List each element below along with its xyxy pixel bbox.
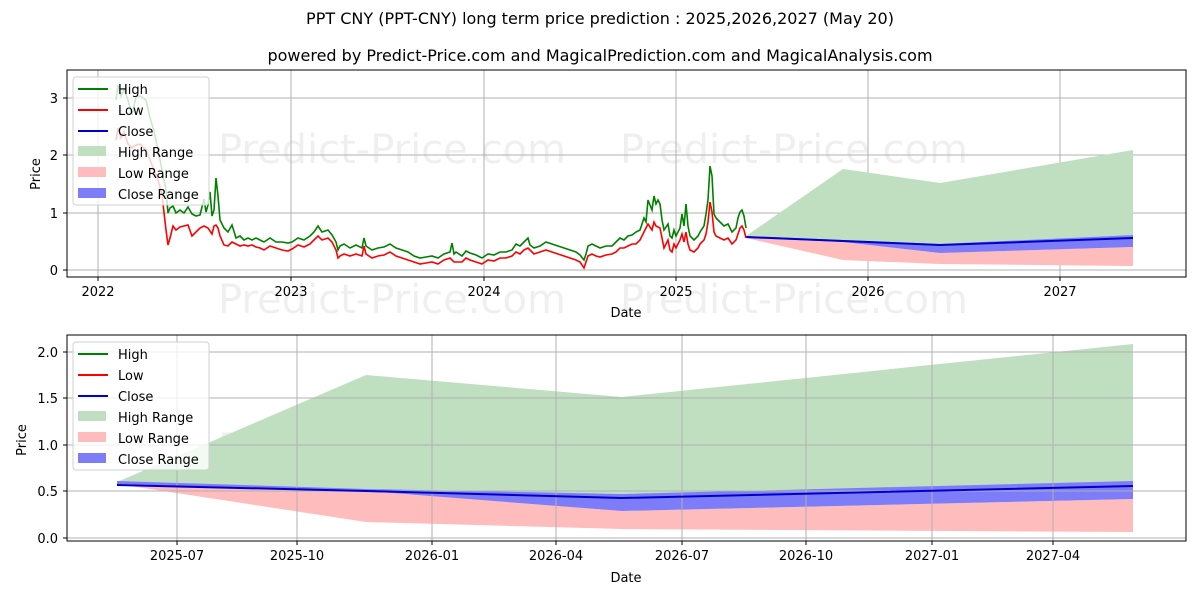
legend-low-range-label: Low Range	[118, 167, 189, 182]
top-chart: Predict-Price.com Predict-Price.com Pred…	[29, 69, 1187, 323]
top-y-tick-label: 1	[50, 207, 58, 222]
legend-low-label: Low	[118, 369, 144, 384]
top-y-ticks	[63, 97, 67, 271]
legend-high-range-swatch	[78, 146, 106, 156]
legend-close-label: Close	[118, 125, 153, 140]
bottom-close-range-area	[117, 481, 1133, 511]
legend-high-range-label: High Range	[118, 146, 193, 161]
top-y-axis-label: Price	[29, 158, 44, 190]
bottom-grid	[67, 335, 1186, 541]
top-high-range-area	[746, 150, 1133, 245]
legend-high-label: High	[118, 348, 148, 363]
legend-low-range-label: Low Range	[118, 432, 189, 447]
bottom-high-range-area	[117, 344, 1133, 494]
top-close-line	[745, 236, 1134, 247]
bottom-y-tick-label: 1.5	[37, 392, 58, 407]
legend-close-range-swatch	[78, 188, 106, 198]
top-y-tick-label: 0	[50, 264, 58, 279]
legend-high-range-label: High Range	[118, 411, 193, 426]
bottom-x-ticks	[176, 541, 1054, 545]
legend-high-label: High	[118, 83, 148, 98]
watermark: Predict-Price.com	[218, 127, 566, 173]
bottom-y-tick-label: 0.0	[37, 532, 58, 547]
legend-low-range-swatch	[78, 432, 106, 442]
bottom-x-tick-label: 2026-10	[779, 549, 833, 564]
legend-close-range-label: Close Range	[118, 188, 199, 203]
top-x-tick-label: 2022	[81, 285, 114, 300]
bottom-x-tick-label: 2027-04	[1026, 549, 1080, 564]
legend-close-range-label: Close Range	[118, 453, 199, 468]
legend-close-label: Close	[118, 390, 153, 405]
bottom-x-tick-label: 2025-10	[270, 549, 324, 564]
top-x-tick-label: 2023	[274, 285, 307, 300]
bottom-y-axis-label: Price	[15, 424, 30, 456]
top-legend: High Low Close High Range Low Range Clos…	[72, 76, 210, 206]
bottom-x-tick-label: 2025-07	[150, 549, 204, 564]
top-x-tick-label: 2027	[1043, 285, 1076, 300]
top-low-line	[115, 127, 747, 270]
bottom-y-tick-label: 2.0	[37, 346, 58, 361]
top-x-tick-label: 2024	[467, 285, 500, 300]
bottom-x-tick-label: 2026-01	[405, 549, 459, 564]
bottom-y-tick-label: 0.5	[37, 485, 58, 500]
bottom-x-tick-label: 2027-01	[905, 549, 959, 564]
bottom-low-range-area	[117, 484, 1133, 532]
legend-close-range-swatch	[78, 453, 106, 463]
legend-low-label: Low	[118, 104, 144, 119]
top-x-ticks	[97, 277, 1061, 281]
watermark: Predict-Price.com	[218, 277, 566, 323]
watermark: Predict-Price.com	[620, 277, 968, 323]
chart-title: PPT CNY (PPT-CNY) long term price predic…	[306, 9, 894, 28]
legend-high-range-swatch	[78, 411, 106, 421]
bottom-x-axis-label: Date	[610, 571, 641, 586]
top-x-axis-label: Date	[610, 306, 641, 321]
bottom-y-tick-label: 1.0	[37, 439, 58, 454]
bottom-axes-frame	[66, 334, 1187, 542]
legend-low-range-swatch	[78, 167, 106, 177]
top-low-range-area	[746, 238, 1133, 266]
bottom-close-line	[116, 484, 1134, 500]
bottom-legend: High Low Close High Range Low Range Clos…	[72, 341, 210, 471]
top-x-tick-label: 2026	[851, 285, 884, 300]
watermark: Predict-Price.com	[620, 127, 968, 173]
bottom-y-ticks	[63, 351, 67, 539]
top-y-tick-label: 2	[50, 149, 58, 164]
bottom-x-tick-label: 2026-04	[529, 549, 583, 564]
bottom-x-tick-label: 2026-07	[655, 549, 709, 564]
top-y-tick-label: 3	[50, 92, 58, 107]
top-high-line	[115, 84, 747, 262]
chart-subtitle: powered by Predict-Price.com and Magical…	[267, 46, 933, 65]
top-axes-frame	[66, 69, 1187, 278]
bottom-chart: Predict-Price.com Predict-Price.com	[15, 334, 1187, 586]
top-x-tick-label: 2025	[659, 285, 692, 300]
